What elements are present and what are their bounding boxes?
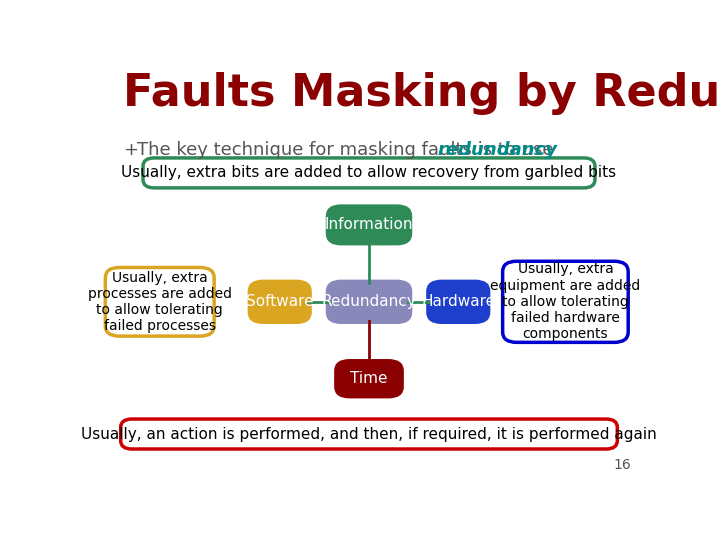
FancyBboxPatch shape <box>143 158 595 188</box>
FancyBboxPatch shape <box>249 281 310 322</box>
Text: 16: 16 <box>613 458 631 472</box>
Text: Software: Software <box>246 294 313 309</box>
FancyBboxPatch shape <box>428 281 489 322</box>
Text: Time: Time <box>350 371 388 386</box>
Text: Faults Masking by Redundancy: Faults Masking by Redundancy <box>124 72 720 116</box>
FancyBboxPatch shape <box>121 419 617 449</box>
Text: Information: Information <box>325 218 413 232</box>
FancyBboxPatch shape <box>503 261 628 342</box>
Text: redundancy: redundancy <box>437 141 557 159</box>
Text: Usually, an action is performed, and then, if required, it is performed again: Usually, an action is performed, and the… <box>81 427 657 442</box>
FancyBboxPatch shape <box>327 206 411 244</box>
FancyBboxPatch shape <box>327 281 411 322</box>
FancyBboxPatch shape <box>336 360 402 397</box>
Text: Usually, extra bits are added to allow recovery from garbled bits: Usually, extra bits are added to allow r… <box>122 165 616 180</box>
Text: Usually, extra
processes are added
to allow tolerating
failed processes: Usually, extra processes are added to al… <box>88 271 232 333</box>
Text: Usually, extra
equipment are added
to allow tolerating
failed hardware
component: Usually, extra equipment are added to al… <box>490 262 641 341</box>
Text: Redundancy: Redundancy <box>322 294 416 309</box>
Text: +: + <box>124 141 138 159</box>
FancyBboxPatch shape <box>105 267 214 336</box>
Text: The key technique for masking faults is to use: The key technique for masking faults is … <box>138 141 559 159</box>
Text: Hardware: Hardware <box>421 294 495 309</box>
